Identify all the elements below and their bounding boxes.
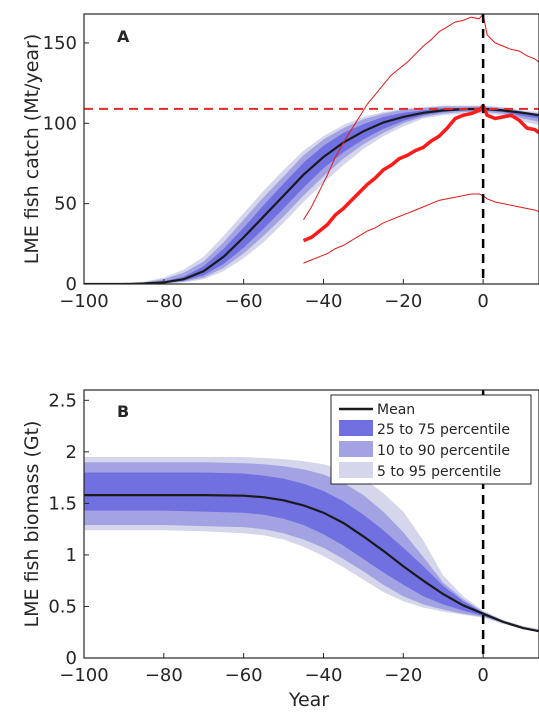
panel-b-y-tick-label: 1.5 [48, 493, 77, 514]
panel-b-label: B [117, 402, 129, 421]
panel-b-x-tick-label: −80 [145, 665, 183, 686]
panel-a-band-10-90 [84, 106, 539, 284]
legend-5-95-swatch [339, 462, 373, 478]
panel-b-y-tick-label: 0.5 [48, 596, 77, 617]
panel-a-observed-catch-line [302, 103, 539, 243]
legend: Mean 25 to 75 percentile 10 to 90 percen… [330, 394, 532, 485]
panel-b-axes: −100 −80 −60 −40 −20 0 0 0.5 1 1.5 2 2.5 [48, 389, 539, 686]
panel-b-mean-line [84, 494, 539, 633]
panel-a-band-5-95 [84, 105, 539, 284]
panel-a-x-tick-label: −60 [225, 291, 263, 312]
panel-a-y-tick-label: 50 [54, 194, 77, 215]
panel-a-band-25-75 [84, 108, 539, 284]
panel-b-x-tick-label: 0 [477, 665, 488, 686]
panel-b-band-25-75 [84, 472, 539, 632]
panel-b-y-tick-label: 2 [66, 442, 77, 463]
panel-a-x-tick-label: −80 [145, 291, 183, 312]
panel-a: −100 −80 −60 −40 −20 0 0 50 100 150 A LME fish ca… [21, 13, 539, 312]
panel-a-x-tick-label: 0 [477, 291, 488, 312]
panel-a-axes-box [83, 13, 539, 285]
panel-b-x-tick-label: −40 [304, 665, 342, 686]
panel-a-mean-line [84, 107, 539, 284]
panel-a-y-tick-label: 150 [43, 33, 77, 54]
panel-a-x-tick-label: −40 [304, 291, 342, 312]
panel-b-y-axis-title: LME fish biomass (Gt) [21, 421, 43, 628]
panel-a-observed-lower-line [303, 193, 539, 264]
legend-mean-label: Mean [377, 402, 415, 418]
panel-a-axes: −100 −80 −60 −40 −20 0 0 50 100 150 [43, 13, 539, 312]
panel-a-label: A [117, 27, 130, 46]
panel-b-y-tick-label: 2.5 [48, 390, 77, 411]
panel-b-x-tick-label: −20 [384, 665, 422, 686]
panel-a-plot-area [84, 14, 539, 284]
panel-a-y-tick-label: 0 [66, 274, 77, 295]
panel-a-y-tick-label: 100 [43, 113, 77, 134]
legend-25-75-swatch [339, 420, 373, 436]
panel-b-x-tick-label: −60 [225, 665, 263, 686]
panel-b: −100 −80 −60 −40 −20 0 0 0.5 1 1.5 2 2.5 B LME fish… [21, 389, 539, 711]
panel-b-y-tick-label: 0 [66, 648, 77, 669]
panel-b-y-tick-label: 1 [66, 545, 77, 566]
panel-a-x-tick-label: −20 [384, 291, 422, 312]
panel-b-plot-area [84, 390, 539, 658]
panel-b-axes-box [83, 389, 539, 659]
legend-10-90-label: 10 to 90 percentile [377, 443, 510, 459]
legend-10-90-swatch [339, 441, 373, 457]
panel-a-y-axis-title: LME fish catch (Mt/year) [21, 34, 43, 265]
panel-b-x-axis-title: Year [288, 689, 329, 711]
panel-b-x-tick-label: −100 [59, 665, 108, 686]
panel-a-observed-upper-line [303, 14, 539, 220]
legend-5-95-label: 5 to 95 percentile [377, 464, 501, 480]
panel-a-x-tick-label: −100 [59, 291, 108, 312]
legend-25-75-label: 25 to 75 percentile [377, 422, 510, 438]
